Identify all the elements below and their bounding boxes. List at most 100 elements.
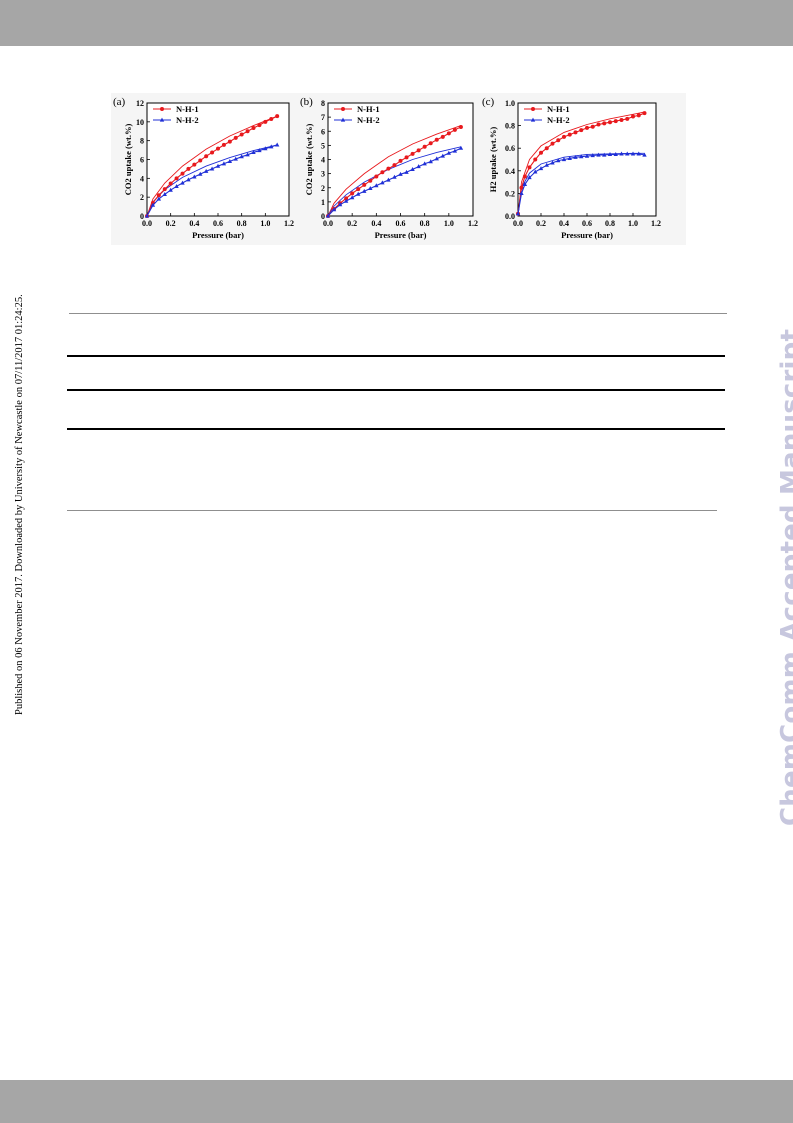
x-tick-label: 0.6 <box>213 219 223 228</box>
data-point <box>519 185 524 190</box>
data-point <box>561 157 567 162</box>
x-tick-label: 0.4 <box>371 219 381 228</box>
data-point <box>221 161 227 166</box>
data-point <box>168 181 173 186</box>
data-point <box>533 157 538 162</box>
legend-label: N-H-2 <box>357 115 380 125</box>
legend-label: N-H-1 <box>547 104 570 114</box>
data-point <box>344 196 349 201</box>
data-point <box>416 164 421 169</box>
data-point <box>204 154 209 159</box>
y-tick-label: 0.2 <box>505 189 515 198</box>
fit-curve-1 <box>327 125 462 217</box>
table-rule-header-bottom <box>67 389 725 391</box>
data-point <box>245 129 250 134</box>
data-point <box>239 132 244 137</box>
data-point <box>210 150 215 155</box>
data-point <box>192 162 197 167</box>
data-point <box>446 150 452 155</box>
data-point <box>350 191 355 196</box>
data-point <box>251 150 256 155</box>
data-point <box>215 163 221 168</box>
legend-marker <box>160 107 164 111</box>
data-point <box>440 153 445 158</box>
y-tick-label: 0.8 <box>505 122 515 131</box>
y-tick-label: 1.0 <box>505 99 515 108</box>
data-point <box>625 151 630 156</box>
header-band <box>0 0 793 46</box>
data-point <box>221 142 226 147</box>
data-point <box>349 195 355 200</box>
data-point <box>590 124 595 129</box>
y-axis-title: H2 uptake (wt.%) <box>488 127 498 193</box>
table-rule-bottom <box>67 510 717 511</box>
data-point <box>619 117 624 122</box>
data-point <box>573 130 578 135</box>
x-tick-label: 0.8 <box>237 219 247 228</box>
table-rule-header-top <box>67 355 725 357</box>
data-point <box>356 187 361 192</box>
x-tick-label: 0.2 <box>536 219 546 228</box>
data-point <box>216 146 220 151</box>
y-tick-label: 4 <box>321 156 325 165</box>
data-point <box>162 187 167 192</box>
y-tick-label: 0.4 <box>505 167 515 176</box>
x-tick-label: 0.2 <box>347 219 357 228</box>
data-point <box>631 114 635 119</box>
data-point <box>186 177 191 182</box>
chart-panel-b: (b) 0.0 0.2 0.4 0.6 0.8 1.0 1.2 0 1 2 3 4 5 6 7 8 Pressur… <box>298 93 483 245</box>
data-point <box>156 196 162 201</box>
data-point <box>556 158 561 163</box>
data-point <box>174 176 179 181</box>
data-point <box>239 154 244 159</box>
x-tick-label: 1.2 <box>284 219 294 228</box>
data-point <box>331 207 337 212</box>
x-tick-label: 1.2 <box>468 219 478 228</box>
data-point <box>579 154 584 159</box>
data-point <box>608 120 612 125</box>
data-point <box>362 182 367 187</box>
x-tick-label: 0.0 <box>142 219 152 228</box>
data-point <box>404 155 409 160</box>
data-point <box>251 125 256 130</box>
data-point <box>527 175 532 180</box>
x-tick-label: 0.2 <box>166 219 176 228</box>
data-point <box>434 137 439 142</box>
data-point <box>428 159 433 164</box>
legend-marker <box>530 117 536 122</box>
y-tick-label: 0.0 <box>505 212 515 221</box>
y-axis-title: CO2 uptake (wt.%) <box>304 124 314 196</box>
data-point <box>630 151 636 156</box>
data-point <box>556 138 561 143</box>
data-point <box>269 117 274 122</box>
x-tick-label: 1.0 <box>444 219 454 228</box>
data-point <box>519 191 524 195</box>
panel-label: (a) <box>113 96 126 108</box>
legend-marker <box>531 107 535 111</box>
y-tick-label: 2 <box>140 193 144 202</box>
x-tick-label: 0.4 <box>189 219 199 228</box>
data-point <box>343 198 349 203</box>
data-point <box>567 132 572 137</box>
x-axis-title: Pressure (bar) <box>192 230 244 240</box>
y-tick-label: 10 <box>136 118 144 127</box>
y-tick-label: 0 <box>140 212 144 221</box>
y-tick-label: 12 <box>136 99 144 108</box>
data-point <box>585 125 589 130</box>
data-point <box>404 169 409 174</box>
footer-band <box>0 1080 793 1123</box>
data-point <box>150 202 156 207</box>
data-point <box>636 151 641 156</box>
data-point <box>325 213 331 218</box>
data-point <box>368 186 373 191</box>
data-point <box>446 131 451 136</box>
data-point <box>636 113 641 118</box>
data-point <box>198 158 203 163</box>
x-tick-label: 0.6 <box>396 219 406 228</box>
data-point <box>209 166 215 171</box>
data-point <box>257 123 262 128</box>
data-point <box>227 139 232 144</box>
x-tick-label: 0.8 <box>605 219 615 228</box>
data-point <box>168 187 173 192</box>
y-tick-label: 3 <box>321 170 325 179</box>
